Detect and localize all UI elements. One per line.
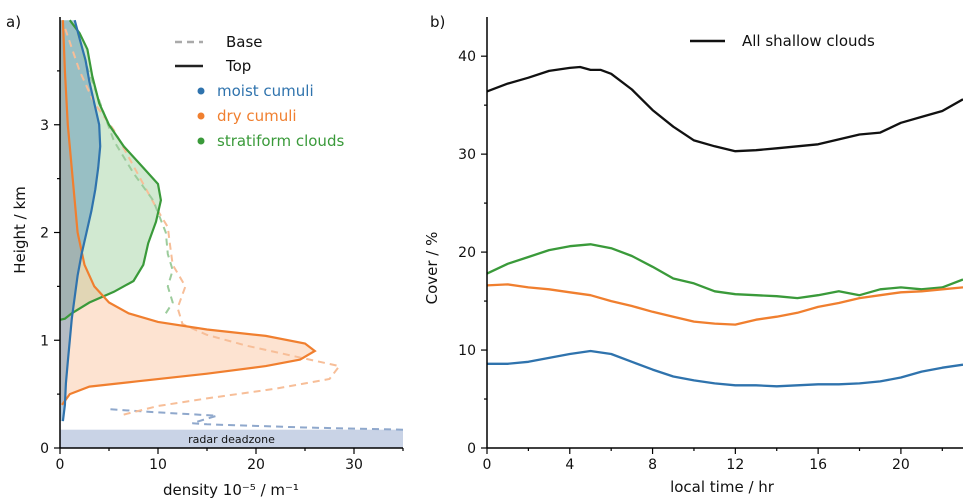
top-line-moist-cumuli — [61, 19, 102, 422]
panel-a-legend: Base Top moist cumuli dry cumuli stratif… — [175, 33, 344, 150]
base-line-dry-cumuli — [63, 27, 342, 416]
panel-a-xtick-label: 10 — [149, 457, 167, 473]
legend-all-label: All shallow clouds — [742, 32, 875, 50]
top-line-dry-cumuli — [61, 20, 317, 406]
legend-base-label: Base — [226, 33, 263, 51]
panel-a-ytick-label: 0 — [40, 441, 49, 457]
cover-lines — [486, 65, 963, 388]
legend-top-label: Top — [225, 57, 251, 75]
cover-line-stratiform-clouds — [486, 243, 963, 300]
panel-a-xtick-label: 0 — [56, 457, 65, 473]
panel-b-xtick-label: 20 — [892, 457, 910, 473]
panel-b-diurnal-cover: b) 0 4 8 12 16 20 0 10 20 30 40 local time / hr Co… — [423, 13, 963, 496]
deadzone-label: radar deadzone — [188, 433, 275, 446]
legend-dry-label: dry cumuli — [217, 107, 297, 125]
panel-a-axes: 0 10 20 30 0 1 2 3 — [40, 17, 404, 473]
panel-b-ytick-label: 10 — [458, 343, 476, 359]
panel-b-ylabel: Cover / % — [423, 232, 441, 305]
panel-a-label: a) — [6, 13, 21, 31]
legend-strat-label: stratiform clouds — [217, 132, 344, 150]
panel-b-label: b) — [430, 13, 445, 31]
panel-b-xtick-label: 12 — [726, 457, 744, 473]
panel-b-axes: 0 4 8 12 16 20 0 10 20 30 40 — [458, 17, 963, 473]
fill-dry-cumuli — [60, 20, 315, 405]
panel-b-ytick-label: 0 — [467, 441, 476, 457]
panel-a-ytick-label: 3 — [40, 118, 49, 134]
radar-deadzone-band: radar deadzone — [60, 429, 403, 448]
legend-moist-label: moist cumuli — [217, 82, 314, 100]
panel-b-xtick-label: 4 — [565, 457, 574, 473]
top-line-stratiform-clouds — [59, 19, 163, 321]
cover-line-dry-cumuli — [486, 283, 963, 326]
panel-a-xtick-label: 30 — [345, 457, 363, 473]
panel-b-xtick-label: 8 — [648, 457, 657, 473]
fill-moist-cumuli — [60, 20, 101, 422]
panel-b-ytick-label: 20 — [458, 245, 476, 261]
cover-line-moist-cumuli — [487, 349, 963, 388]
deadzone-rect — [60, 429, 403, 448]
panel-a-xtick-label: 20 — [247, 457, 265, 473]
panel-b-legend: All shallow clouds — [690, 32, 875, 50]
profile-fills — [60, 20, 315, 422]
profile-lines — [59, 19, 404, 431]
panel-a-ytick-label: 2 — [40, 226, 49, 242]
fill-stratiform-clouds — [60, 20, 161, 320]
panel-b-xtick-label: 16 — [809, 457, 827, 473]
base-line-stratiform-clouds — [76, 32, 174, 314]
panel-a-xlabel: density 10⁻⁵ / m⁻¹ — [163, 481, 299, 498]
panel-a-ylabel: Height / km — [11, 186, 29, 273]
legend-strat-dot — [197, 137, 205, 145]
panel-b-ytick-label: 30 — [458, 147, 476, 163]
cover-line-all-shallow-clouds — [486, 65, 963, 153]
panel-b-ytick-label: 40 — [458, 49, 476, 65]
panel-a-profiles: a) radar deadzone 0 10 20 30 0 1 2 3 density 10… — [6, 13, 404, 498]
base-line-moist-cumuli — [108, 408, 404, 431]
panel-b-xlabel: local time / hr — [670, 478, 775, 496]
panel-a-ytick-label: 1 — [40, 333, 49, 349]
panel-b-xtick-label: 0 — [483, 457, 492, 473]
legend-dry-dot — [197, 112, 205, 120]
legend-moist-dot — [197, 87, 205, 95]
